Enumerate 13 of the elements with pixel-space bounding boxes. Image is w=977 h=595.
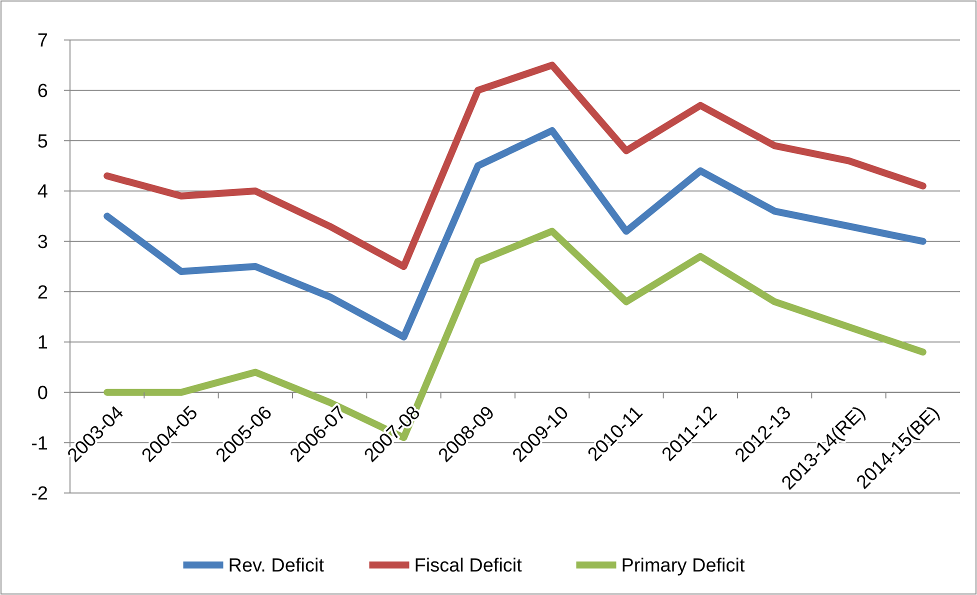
y-tick-label: 3	[37, 232, 48, 253]
y-tick-label: 4	[37, 182, 48, 203]
legend-label: Rev. Deficit	[228, 556, 325, 577]
y-tick-label: 2	[37, 282, 48, 304]
y-tick-label: 6	[37, 80, 48, 102]
legend-label: Fiscal Deficit	[414, 556, 523, 577]
y-tick-label: 1	[37, 332, 48, 354]
y-tick-label: 0	[37, 382, 48, 404]
y-tick-label: 7	[37, 30, 48, 52]
y-tick-label: -1	[31, 433, 48, 454]
y-tick-label: -2	[31, 484, 48, 505]
legend-label: Primary Deficit	[621, 556, 746, 577]
y-tick-label: 5	[37, 131, 48, 152]
